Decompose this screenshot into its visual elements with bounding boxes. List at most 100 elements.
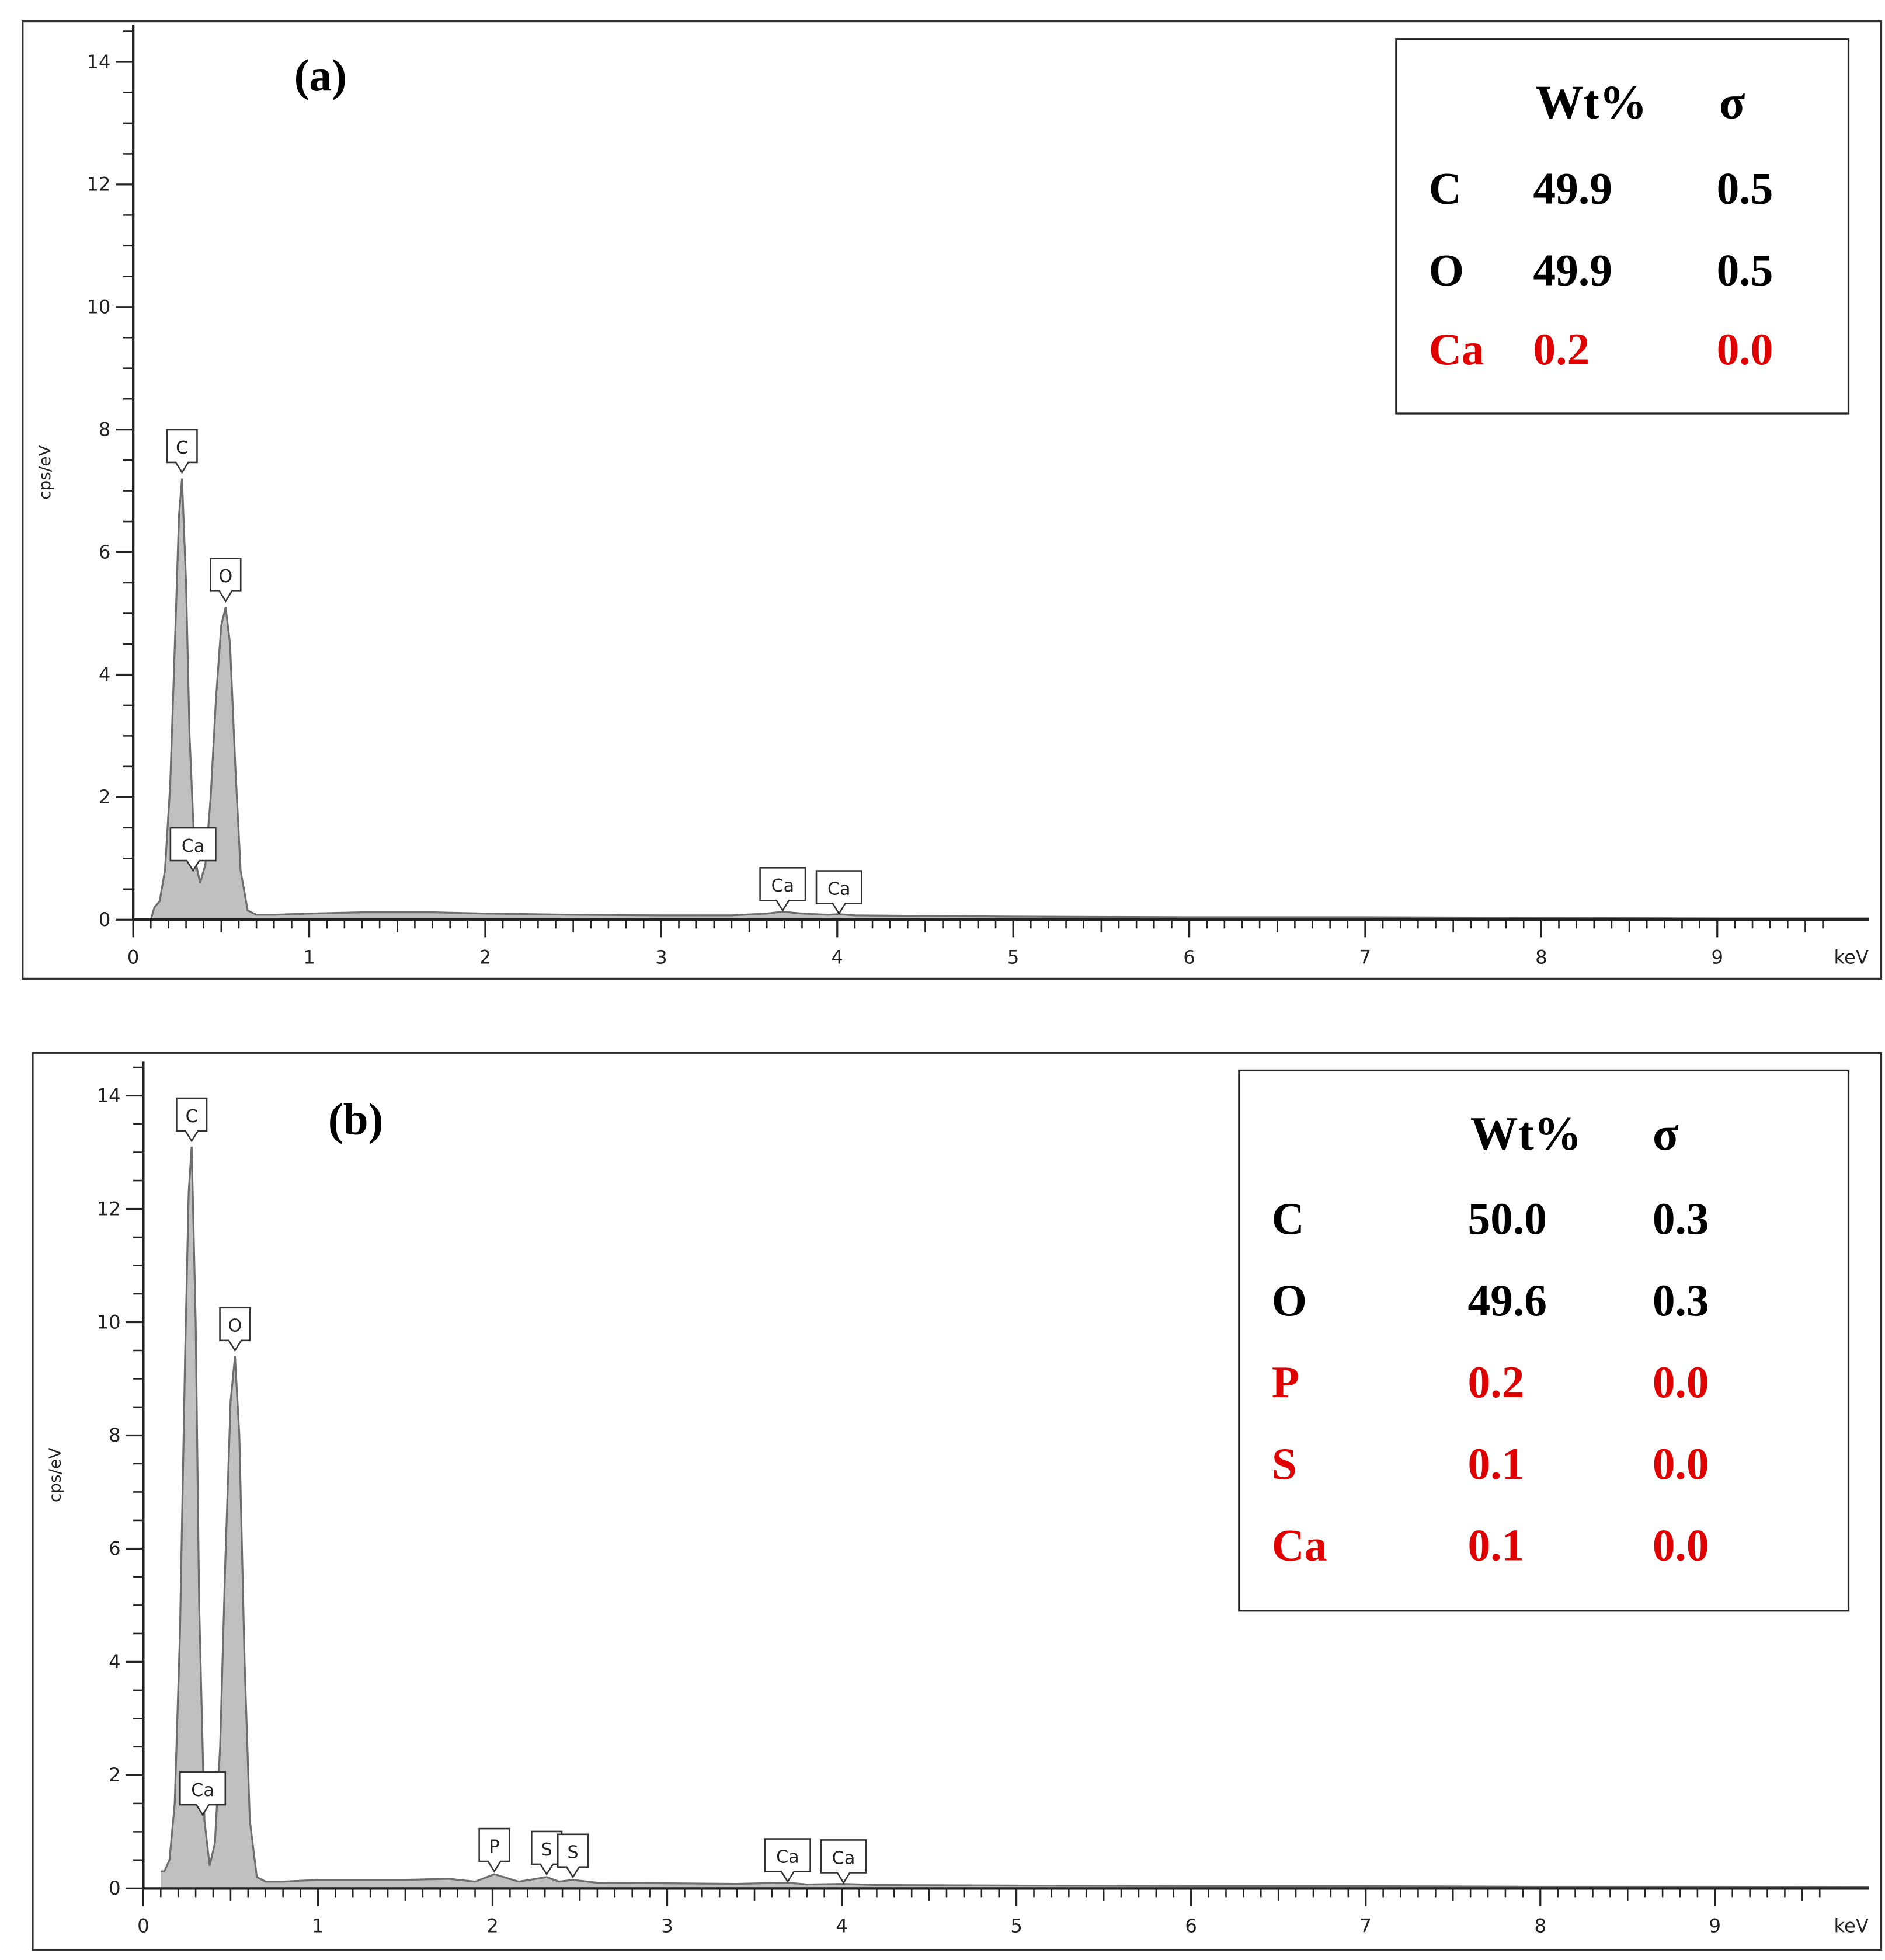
table-cell: 0.1	[1468, 1439, 1525, 1489]
y-tick-label: 2	[109, 1764, 121, 1786]
spectrum-line	[149, 478, 1869, 920]
table-cell: 0.3	[1653, 1275, 1709, 1325]
peak-label: P	[489, 1837, 499, 1857]
y-tick-label: 14	[97, 1084, 121, 1106]
table-cell: 50.0	[1468, 1193, 1547, 1244]
y-tick-label: 14	[86, 51, 110, 73]
peak-callout	[210, 558, 242, 603]
peak-callout	[820, 1839, 867, 1885]
x-tick-label: 5	[1007, 946, 1020, 969]
peak-callout	[166, 429, 198, 474]
table-cell: 0.3	[1653, 1193, 1709, 1244]
table-cell: S	[1272, 1439, 1297, 1489]
table-cell: 0.0	[1653, 1439, 1709, 1489]
table-cell: 0.0	[1653, 1520, 1709, 1571]
panel-label: (a)	[294, 50, 347, 100]
x-tick-label: 2	[486, 1915, 499, 1937]
table-cell: P	[1272, 1357, 1299, 1407]
table-cell: 0.5	[1717, 163, 1773, 214]
table-cell: Ca	[1429, 324, 1484, 374]
table-cell: 0.2	[1533, 324, 1590, 374]
table-cell: 49.6	[1468, 1275, 1547, 1325]
x-tick-label: 0	[127, 946, 140, 969]
table-cell: 0.0	[1653, 1357, 1709, 1407]
y-tick-label: 12	[86, 173, 110, 196]
table-cell: Ca	[1272, 1520, 1327, 1571]
x-tick-label: 5	[1010, 1915, 1023, 1937]
x-tick-label: 9	[1709, 1915, 1721, 1937]
x-tick-label: 2	[479, 946, 492, 969]
peak-label: Ca	[771, 876, 794, 896]
x-tick-label: 6	[1183, 946, 1195, 969]
peak-callout	[219, 1307, 251, 1352]
y-axis-label: cps/eV	[45, 1448, 64, 1502]
peak-callout	[764, 1838, 811, 1884]
peak-label: Ca	[776, 1847, 799, 1867]
table-box	[1238, 1069, 1850, 1612]
x-tick-label: 9	[1711, 946, 1723, 969]
table-header: Wt%	[1536, 75, 1647, 128]
y-tick-label: 12	[97, 1197, 121, 1220]
peak-callout	[815, 870, 862, 915]
y-tick-label: 0	[109, 1877, 121, 1899]
panel-frame	[32, 1052, 1883, 1951]
x-tick-label: 8	[1535, 946, 1547, 969]
x-unit-label: keV	[1834, 1915, 1868, 1937]
x-tick-label: 3	[655, 946, 667, 969]
y-tick-label: 10	[86, 296, 110, 318]
x-tick-label: 6	[1185, 1915, 1197, 1937]
table-box	[1395, 38, 1850, 415]
table-header: Wt%	[1470, 1107, 1582, 1160]
table-header: σ	[1719, 75, 1745, 128]
table-cell: O	[1429, 245, 1464, 295]
y-tick-label: 10	[97, 1311, 121, 1333]
peak-label: C	[176, 438, 188, 458]
x-unit-label: keV	[1834, 946, 1868, 969]
table-cell: 0.2	[1468, 1357, 1525, 1407]
peak-label: O	[219, 566, 233, 587]
peak-callout	[478, 1827, 510, 1873]
peak-callout	[759, 867, 806, 912]
peak-callout	[169, 827, 217, 872]
peak-label: Ca	[827, 879, 850, 899]
y-tick-label: 0	[99, 908, 111, 931]
x-tick-label: 3	[661, 1915, 673, 1937]
table-cell: 0.1	[1468, 1520, 1525, 1571]
peak-label: Ca	[191, 1780, 214, 1801]
table-cell: 49.9	[1533, 245, 1612, 295]
table-cell: 0.5	[1717, 245, 1773, 295]
panel-frame	[22, 20, 1883, 980]
table-cell: O	[1272, 1275, 1307, 1325]
x-tick-label: 1	[303, 946, 315, 969]
y-tick-label: 4	[109, 1651, 121, 1673]
y-tick-label: 6	[99, 541, 111, 563]
x-tick-label: 8	[1534, 1915, 1546, 1937]
x-tick-label: 4	[831, 946, 843, 969]
peak-label: O	[228, 1316, 242, 1336]
table-cell: C	[1272, 1193, 1305, 1244]
peak-callout	[179, 1771, 227, 1816]
x-tick-label: 1	[312, 1915, 324, 1937]
spectrum-area	[151, 478, 1869, 920]
y-tick-label: 2	[99, 786, 111, 808]
x-tick-label: 7	[1359, 1915, 1372, 1937]
peak-label: S	[541, 1840, 552, 1860]
x-tick-label: 7	[1359, 946, 1372, 969]
spectrum-line	[161, 1146, 1869, 1889]
peak-label: S	[567, 1843, 578, 1863]
table-header: σ	[1653, 1107, 1678, 1160]
x-tick-label: 4	[836, 1915, 848, 1937]
y-tick-label: 4	[99, 663, 111, 685]
table-cell: 0.0	[1717, 324, 1773, 374]
y-tick-label: 8	[109, 1424, 121, 1446]
peak-callout	[557, 1833, 589, 1879]
panel-label: (b)	[328, 1094, 384, 1144]
table-cell: C	[1429, 163, 1462, 214]
x-tick-label: 0	[137, 1915, 149, 1937]
y-axis-label: cps/eV	[35, 445, 54, 499]
y-tick-label: 6	[109, 1537, 121, 1559]
peak-callout	[176, 1097, 208, 1143]
peak-label: Ca	[832, 1848, 855, 1868]
y-tick-label: 8	[99, 418, 111, 440]
